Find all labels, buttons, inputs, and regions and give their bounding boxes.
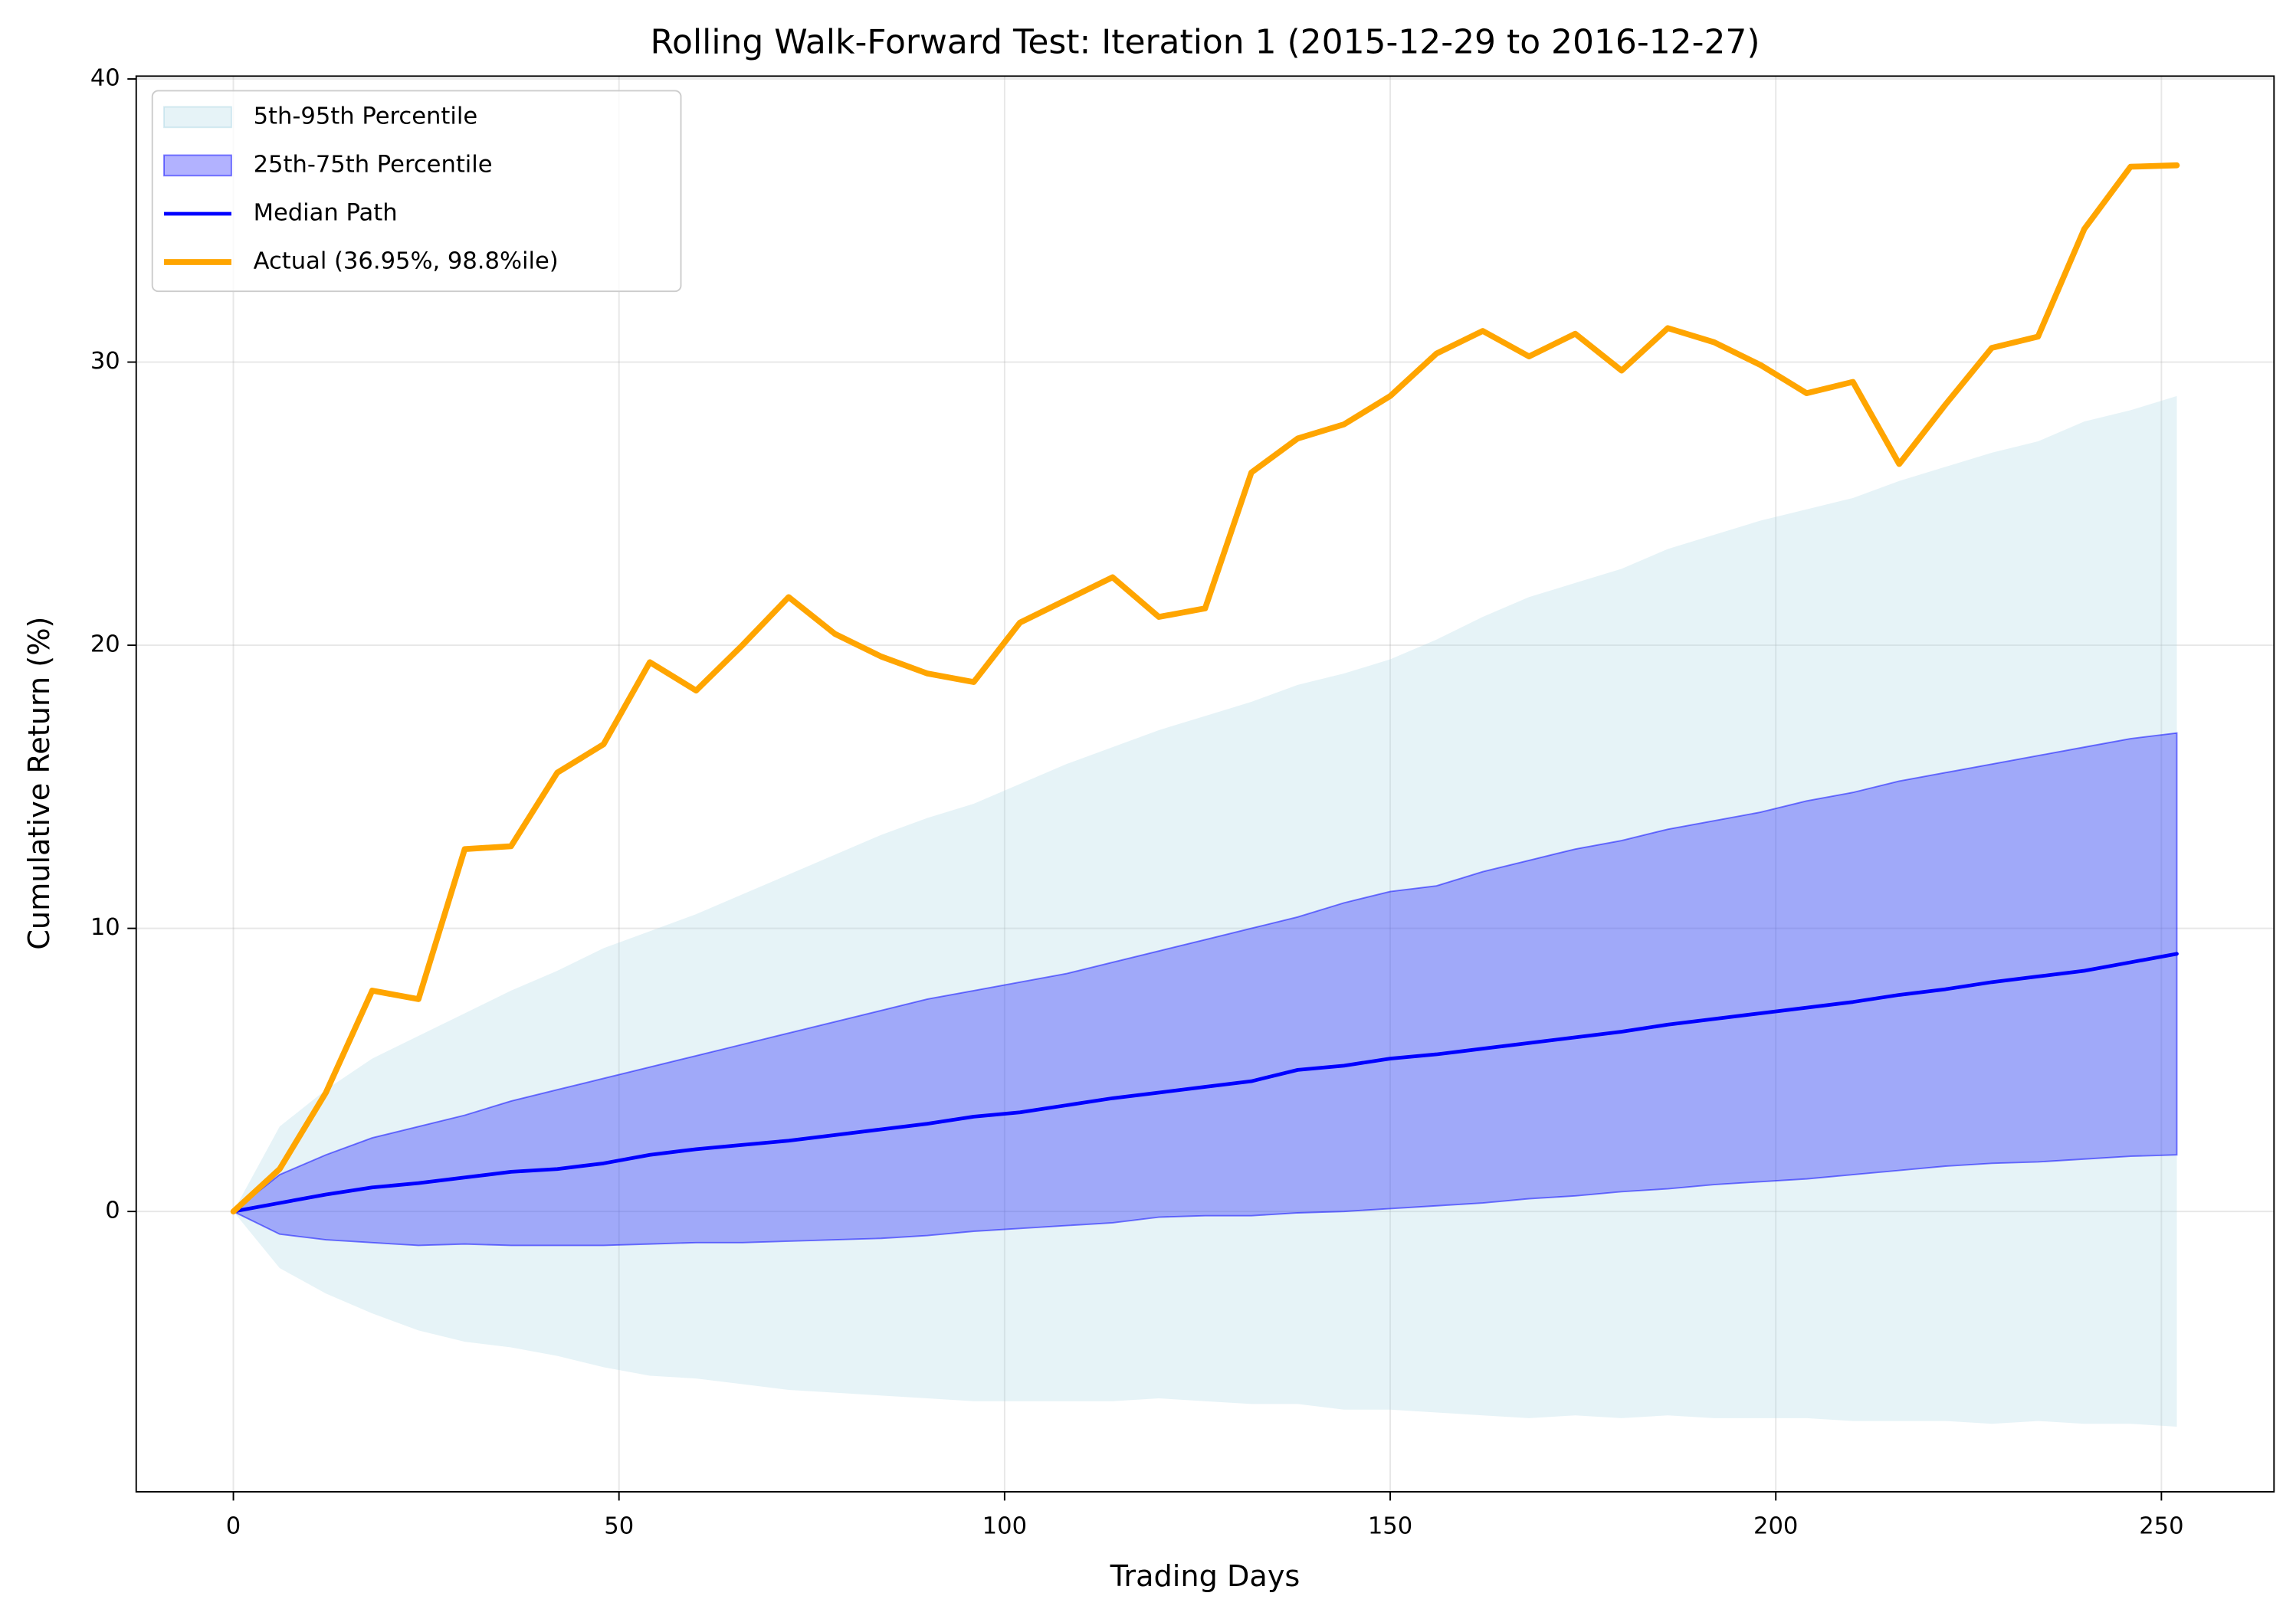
x-tick-label: 0 [226, 1512, 241, 1539]
series-line [231, 952, 2179, 1214]
y-axis-label: Cumulative Return (%) [23, 617, 57, 950]
plot-frame [135, 75, 2275, 1493]
legend: 5th-95th Percentile 25th-75th Percentile M… [151, 90, 682, 293]
legend-label: Actual (36.95%, 98.8%ile) [254, 248, 559, 275]
percentile-band [231, 732, 2178, 1247]
y-tick-label: 30 [90, 348, 120, 375]
y-tick-label: 40 [90, 65, 120, 92]
y-tick-label: 10 [90, 914, 120, 941]
y-tick-label: 0 [105, 1198, 120, 1224]
x-tick-label: 50 [604, 1512, 634, 1539]
x-tick-label: 250 [2139, 1512, 2183, 1539]
x-axis-label: Trading Days [1110, 1560, 1301, 1594]
legend-swatch [163, 106, 232, 129]
y-tick-label: 20 [90, 631, 120, 658]
legend-swatch [163, 154, 232, 177]
legend-box [151, 90, 682, 293]
series-line [230, 162, 2180, 1214]
x-tick-label: 100 [982, 1512, 1027, 1539]
legend-label: Median Path [254, 199, 398, 226]
legend-label: 5th-95th Percentile [254, 103, 478, 129]
x-tick-label: 200 [1753, 1512, 1798, 1539]
chart-title: Rolling Walk-Forward Test: Iteration 1 (… [650, 22, 1760, 61]
percentile-band [233, 395, 2177, 1427]
x-tick-label: 150 [1368, 1512, 1412, 1539]
legend-label: 25th-75th Percentile [254, 151, 493, 178]
